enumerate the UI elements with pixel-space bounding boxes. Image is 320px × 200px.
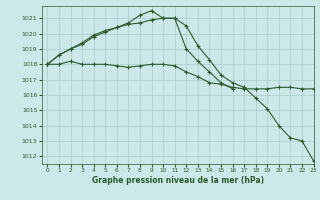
X-axis label: Graphe pression niveau de la mer (hPa): Graphe pression niveau de la mer (hPa) (92, 176, 264, 185)
